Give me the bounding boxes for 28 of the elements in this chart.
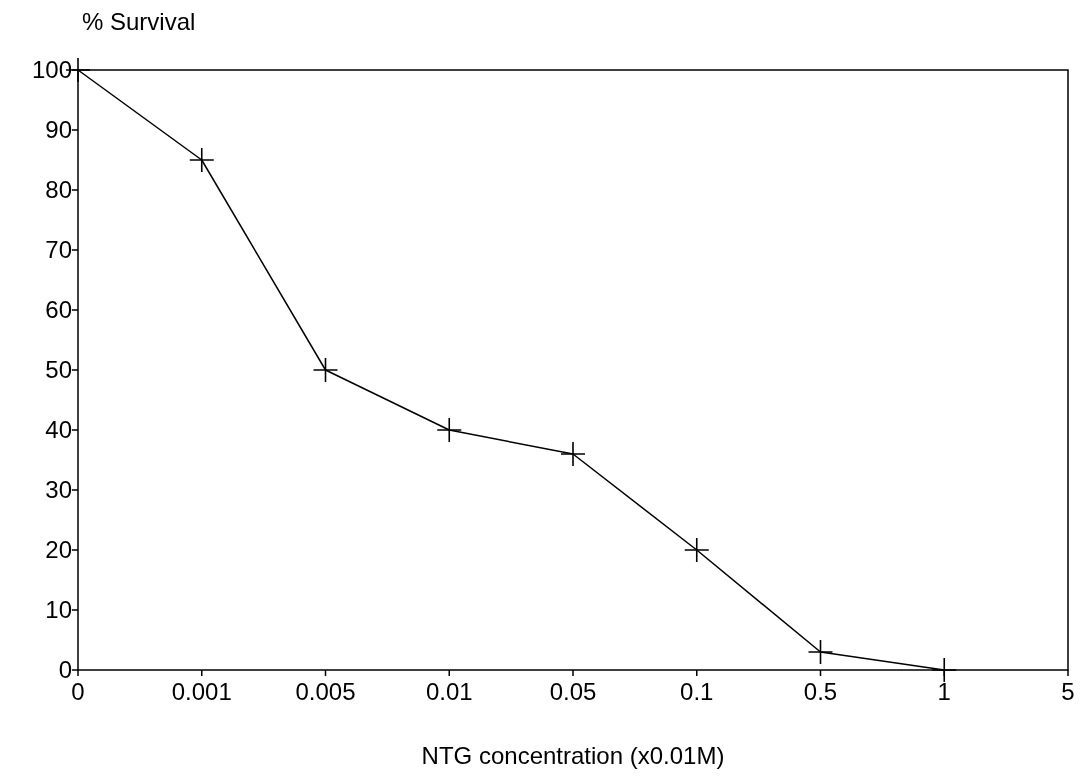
y-tick-label: 10	[45, 596, 72, 624]
y-tick-label: 80	[45, 176, 72, 204]
point	[932, 658, 957, 682]
y-tick-label: 30	[45, 476, 72, 504]
y-tick-label: 0	[58, 656, 72, 684]
y-tick-label: 90	[45, 116, 72, 144]
x-tick-label: 0.1	[680, 678, 714, 705]
x-tick-label: 0.05	[549, 678, 597, 705]
y-axis-title: % Survival	[82, 8, 196, 35]
point	[561, 442, 585, 466]
point	[808, 640, 833, 664]
point	[684, 538, 709, 562]
x-tick-label: 1	[937, 678, 951, 705]
y-tick-label: 60	[45, 296, 72, 324]
y-tick-label: 20	[45, 536, 72, 564]
point	[189, 148, 214, 172]
x-tick-label: 0.5	[803, 678, 838, 705]
y-tick-label: 70	[45, 236, 72, 264]
x-tick-label: 0.01	[425, 678, 473, 705]
point	[313, 358, 338, 382]
x-axis-title: NTG concentration (x0.01M)	[421, 742, 725, 769]
point	[437, 418, 462, 442]
y-tick-label: 50	[45, 356, 72, 384]
x-tick-label: 0.005	[295, 678, 356, 705]
y-tick-label: 40	[45, 416, 72, 444]
x-tick-label: 5	[1061, 678, 1075, 705]
y-tick-label: 100	[31, 56, 72, 84]
x-tick-label: 0.001	[171, 678, 232, 705]
